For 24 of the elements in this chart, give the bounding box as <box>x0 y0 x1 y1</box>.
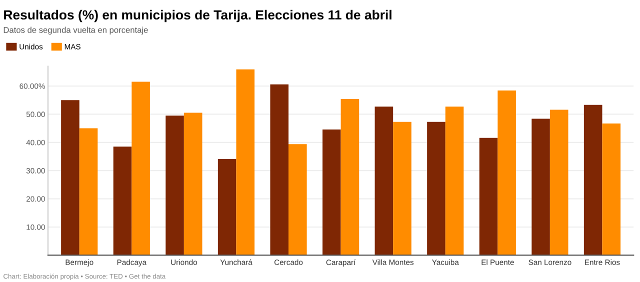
bar <box>236 69 255 256</box>
bar <box>602 124 621 256</box>
bar <box>113 146 132 256</box>
bar <box>132 82 150 256</box>
chart-title: Resultados (%) en municipios de Tarija. Elecciones 11 de abril <box>4 10 392 22</box>
bar <box>445 106 464 256</box>
bar <box>218 159 236 256</box>
bar <box>288 144 307 256</box>
bar <box>498 90 516 256</box>
bar <box>340 98 360 256</box>
bar <box>184 112 202 256</box>
bar <box>427 122 446 256</box>
bar <box>393 122 412 256</box>
bar <box>584 104 602 256</box>
bar <box>79 128 98 256</box>
bar <box>61 100 80 256</box>
bar <box>479 138 498 256</box>
bar <box>550 110 568 256</box>
bar <box>270 84 289 256</box>
bar <box>374 106 394 256</box>
chart-subtitle: Datos de segunda vuelta en porcentaje <box>4 26 148 35</box>
bar <box>532 118 550 256</box>
bar <box>322 129 341 256</box>
bar <box>166 116 184 256</box>
